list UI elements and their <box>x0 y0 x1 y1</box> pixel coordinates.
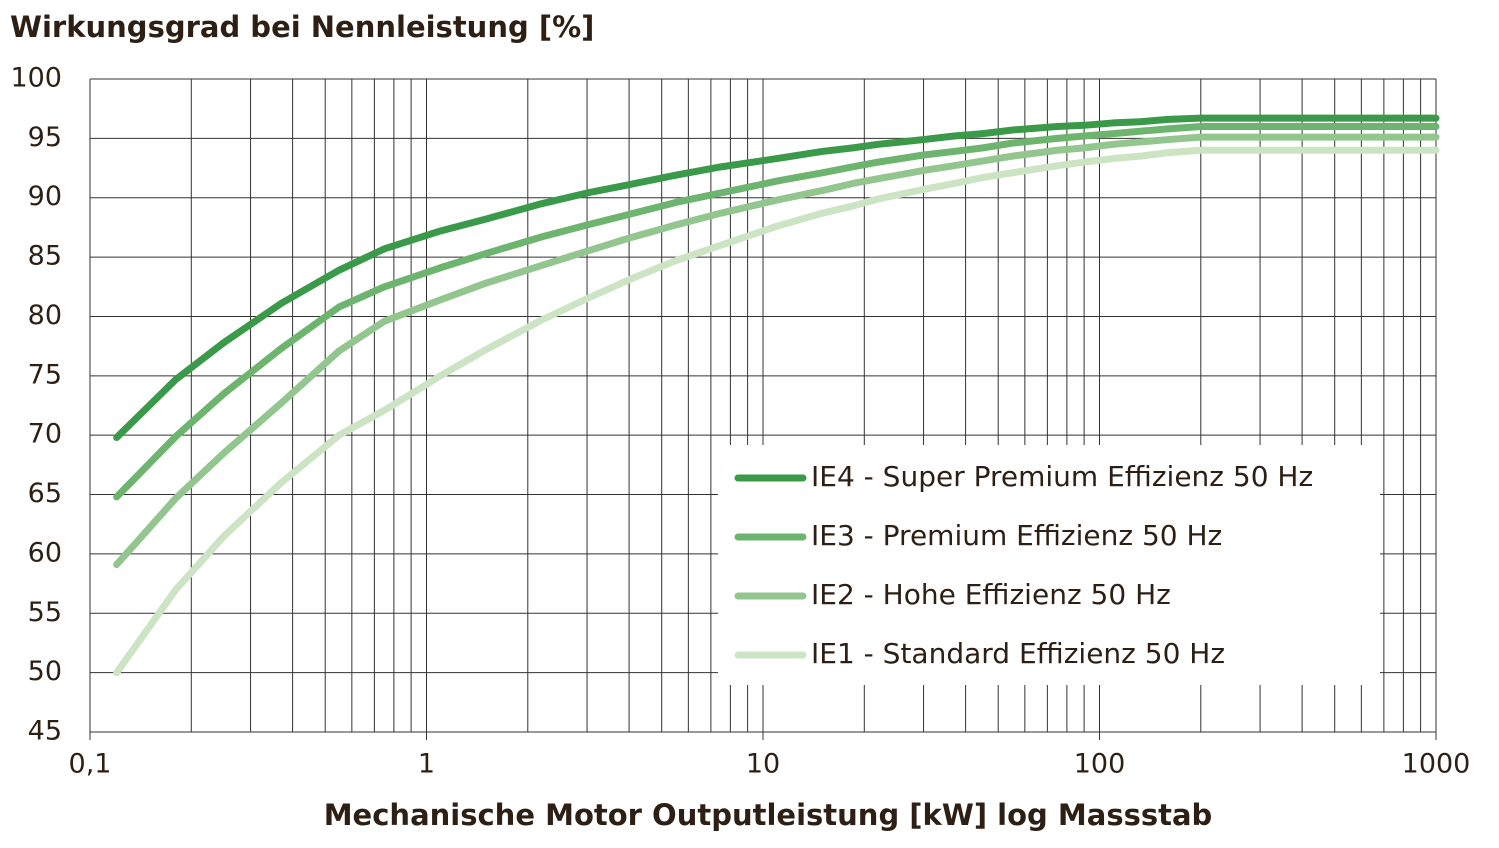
x-tick-label: 10 <box>746 749 780 780</box>
y-tick-label: 50 <box>28 656 62 687</box>
legend: IE4 - Super Premium Effizienz 50 Hz IE3 -… <box>718 445 1380 685</box>
y-tick-label: 70 <box>28 419 62 450</box>
x-tick-label: 100 <box>1074 749 1126 780</box>
line <box>113 114 1440 442</box>
legend-label: IE3 - Premium Effizienz 50 Hz <box>811 519 1222 552</box>
y-tick-label: 95 <box>28 122 62 153</box>
x-axis-title: Mechanische Motor Outputleistung [kW] lo… <box>324 798 1213 832</box>
line <box>113 146 1440 677</box>
y-tick-label: 55 <box>28 597 62 628</box>
x-tick-label: 1 <box>418 749 435 780</box>
line <box>113 133 1440 569</box>
y-tick-label: 90 <box>28 181 62 212</box>
line <box>113 122 1440 501</box>
y-tick-label: 65 <box>28 478 62 509</box>
legend-label: IE2 - Hohe Effizienz 50 Hz <box>811 578 1171 611</box>
legend-box <box>718 445 1380 685</box>
legend-label: IE4 - Super Premium Effizienz 50 Hz <box>811 460 1313 493</box>
y-tick-label: 100 <box>10 63 62 94</box>
y-tick-label: 45 <box>28 716 62 747</box>
legend-label: IE1 - Standard Effizienz 50 Hz <box>811 637 1225 670</box>
y-axis-title: Wirkungsgrad bei Nennleistung [%] <box>10 10 594 44</box>
y-tick-label: 75 <box>28 359 62 390</box>
y-tick-label: 85 <box>28 241 62 272</box>
x-tick-label: 1000 <box>1402 749 1471 780</box>
y-tick-label: 60 <box>28 537 62 568</box>
x-tick-label: 0,1 <box>69 749 112 780</box>
y-tick-label: 80 <box>28 300 62 331</box>
